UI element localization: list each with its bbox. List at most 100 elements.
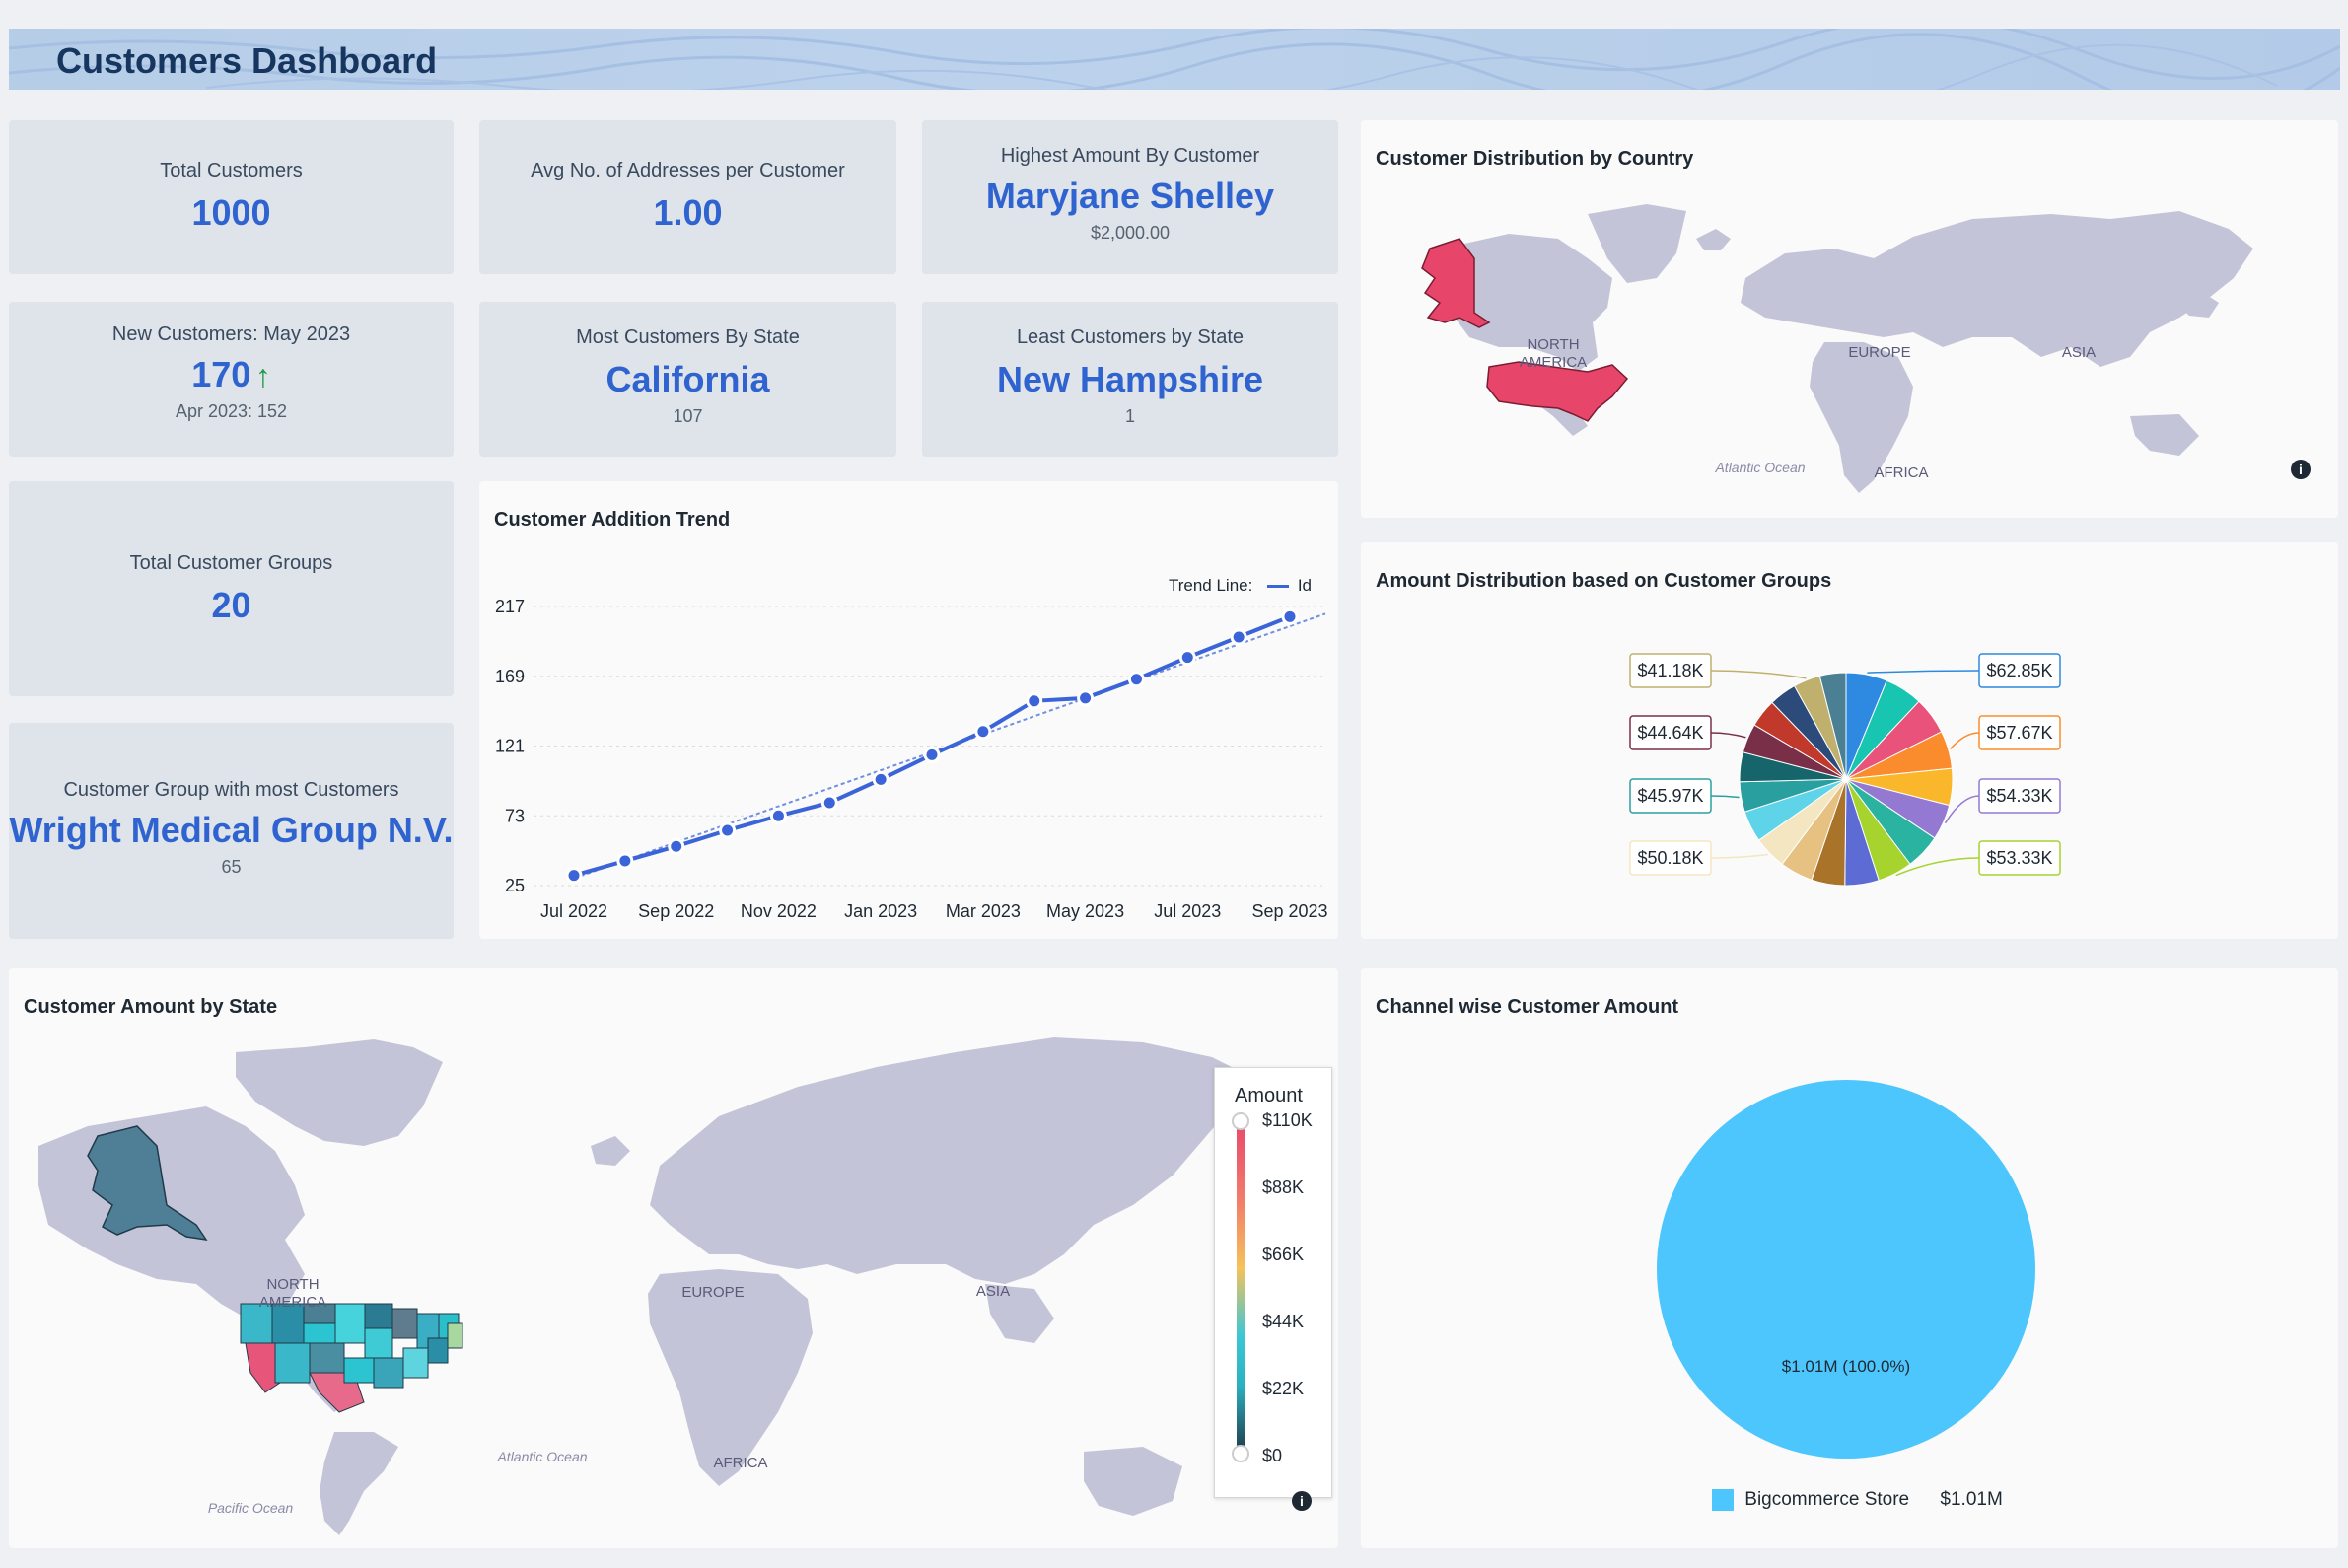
data-point[interactable] bbox=[1077, 689, 1095, 707]
kpi-label: Least Customers by State bbox=[1016, 326, 1245, 348]
channel-pie-label: $1.01M (100.0%) bbox=[1782, 1357, 1910, 1376]
pie-label-box bbox=[1978, 715, 2061, 750]
kpi-sub: 1 bbox=[1124, 406, 1135, 426]
kpi-top-group[interactable]: Customer Group with most Customers Wrigh… bbox=[9, 723, 454, 939]
pie-label-box bbox=[1978, 840, 2061, 876]
channel-legend-swatch bbox=[1712, 1489, 1734, 1511]
alaska-state[interactable] bbox=[87, 1125, 208, 1241]
kpi-value: 1000 bbox=[191, 192, 271, 233]
kpi-least-state[interactable]: Least Customers by State New Hampshire 1 bbox=[922, 302, 1338, 457]
x-tick-label: May 2023 bbox=[1046, 901, 1124, 921]
panel-title: Channel wise Customer Amount bbox=[1376, 996, 1679, 1018]
data-point[interactable] bbox=[1178, 649, 1196, 667]
y-tick-label: 121 bbox=[495, 737, 525, 756]
legend-tick: $66K bbox=[1262, 1245, 1305, 1264]
trend-legend-label: Trend Line: bbox=[1168, 576, 1253, 595]
kpi-highest-amount[interactable]: Highest Amount By Customer Maryjane Shel… bbox=[922, 120, 1338, 274]
channel-pie-chart[interactable]: $1.01M (100.0%) bbox=[1361, 968, 2338, 1548]
data-point[interactable] bbox=[923, 746, 941, 763]
header-wave-pattern bbox=[9, 29, 2340, 90]
kpi-most-state[interactable]: Most Customers By State California 107 bbox=[479, 302, 896, 457]
panel-title: Customer Amount by State bbox=[24, 996, 278, 1018]
data-point[interactable] bbox=[1127, 671, 1145, 688]
pie-leader-line bbox=[1710, 853, 1769, 859]
kpi-label: Highest Amount By Customer bbox=[1000, 145, 1260, 167]
x-tick-label: Sep 2022 bbox=[638, 901, 714, 921]
kpi-value: California bbox=[605, 359, 770, 399]
pie-label: $41.18K bbox=[1637, 661, 1703, 680]
data-point[interactable] bbox=[719, 821, 737, 839]
kpi-total-groups[interactable]: Total Customer Groups 20 bbox=[9, 481, 454, 696]
y-tick-label: 217 bbox=[495, 597, 525, 616]
x-tick-label: Jul 2023 bbox=[1154, 901, 1221, 921]
kpi-sub: Apr 2023: 152 bbox=[175, 401, 288, 421]
data-point[interactable] bbox=[565, 867, 583, 885]
data-point[interactable] bbox=[616, 852, 634, 870]
map-land bbox=[38, 1037, 1251, 1535]
panel-title: Customer Addition Trend bbox=[494, 509, 731, 531]
kpi-label: Most Customers By State bbox=[576, 326, 800, 348]
legend-handle-bottom[interactable] bbox=[1232, 1445, 1249, 1462]
kpi-label: Customer Group with most Customers bbox=[63, 779, 399, 801]
panel-title: Amount Distribution based on Customer Gr… bbox=[1376, 570, 1832, 592]
info-icon[interactable]: i bbox=[2291, 460, 2311, 479]
data-point[interactable] bbox=[820, 794, 838, 812]
map-label-america: AMERICA bbox=[259, 1294, 326, 1311]
map-label-africa: AFRICA bbox=[1874, 464, 1928, 481]
pie-label: $54.33K bbox=[1986, 786, 2052, 806]
y-tick-label: 25 bbox=[505, 876, 525, 895]
data-point[interactable] bbox=[974, 723, 992, 741]
y-tick-label: 73 bbox=[505, 806, 525, 825]
kpi-label: Total Customers bbox=[160, 160, 303, 181]
channel-legend[interactable]: Bigcommerce Store $1.01M bbox=[1712, 1489, 2003, 1511]
kpi-avg-addresses[interactable]: Avg No. of Addresses per Customer 1.00 bbox=[479, 120, 896, 274]
pie-leader-line bbox=[1710, 795, 1740, 799]
data-point[interactable] bbox=[769, 807, 787, 824]
info-icon[interactable]: i bbox=[1292, 1491, 1312, 1511]
x-tick-label: Jul 2022 bbox=[540, 901, 607, 921]
x-tick-label: Jan 2023 bbox=[844, 901, 917, 921]
kpi-value: 20 bbox=[211, 585, 251, 625]
legend-tick: $88K bbox=[1262, 1177, 1305, 1197]
legend-tick: $22K bbox=[1262, 1379, 1305, 1398]
legend-handle-top[interactable] bbox=[1232, 1112, 1249, 1130]
legend-gradient bbox=[1237, 1117, 1245, 1453]
kpi-value: 1.00 bbox=[653, 192, 723, 233]
channel-pie-slice[interactable] bbox=[1657, 1080, 2035, 1459]
map-label-europe: EUROPE bbox=[1848, 344, 1910, 361]
alaska-highlight[interactable] bbox=[1421, 238, 1491, 328]
data-point[interactable] bbox=[1230, 628, 1247, 646]
legend-tick: $44K bbox=[1262, 1312, 1305, 1331]
map-label-pacific: Pacific Ocean bbox=[208, 1500, 294, 1516]
pie-label-box bbox=[1629, 715, 1712, 750]
data-point[interactable] bbox=[1281, 607, 1299, 625]
map-label-asia: ASIA bbox=[2062, 344, 2096, 361]
kpi-new-customers[interactable]: New Customers: May 2023 170 ↑ Apr 2023: … bbox=[9, 302, 454, 457]
kpi-total-customers[interactable]: Total Customers 1000 bbox=[9, 120, 454, 274]
trend-chart-panel: Customer Addition Trend Trend Line: Id 2… bbox=[479, 481, 1338, 939]
pie-leader-line bbox=[1944, 795, 1980, 824]
pie-label-box bbox=[1978, 653, 2061, 688]
data-point[interactable] bbox=[1026, 692, 1043, 710]
map-label-america: AMERICA bbox=[1520, 354, 1587, 371]
usa-highlight[interactable] bbox=[1486, 361, 1629, 422]
channel-legend-value: $1.01M bbox=[1940, 1489, 2003, 1510]
trend-line bbox=[573, 612, 1326, 880]
pie-label: $45.97K bbox=[1637, 786, 1703, 806]
data-point[interactable] bbox=[872, 770, 889, 788]
map-land bbox=[1450, 204, 2253, 493]
trend-chart[interactable]: 25 73 121 169 217 Jul 2022 Sep 2022 Nov 2022 Jan… bbox=[479, 481, 1338, 939]
state-world-map[interactable]: NORTH AMERICA EUROPE ASIA AFRICA Atlanti… bbox=[9, 968, 1338, 1548]
pie-label: $62.85K bbox=[1986, 661, 2052, 680]
y-tick-label: 169 bbox=[495, 667, 525, 686]
data-point[interactable] bbox=[668, 837, 685, 855]
pie-label-box bbox=[1629, 840, 1712, 876]
group-pie-chart[interactable]: $62.85K $57.67K $54.33K $53.33K $50.18K $45.9… bbox=[1361, 542, 2338, 939]
legend-tick: $0 bbox=[1262, 1446, 1283, 1465]
usa-state-choropleth[interactable] bbox=[240, 1303, 463, 1413]
kpi-label: New Customers: May 2023 bbox=[111, 323, 351, 345]
pie-label-box bbox=[1629, 778, 1712, 814]
legend-title: Amount bbox=[1235, 1085, 1303, 1106]
world-map[interactable]: NORTH AMERICA EUROPE ASIA AFRICA Atlanti… bbox=[1361, 120, 2338, 518]
pie-slice[interactable] bbox=[1818, 672, 1847, 780]
